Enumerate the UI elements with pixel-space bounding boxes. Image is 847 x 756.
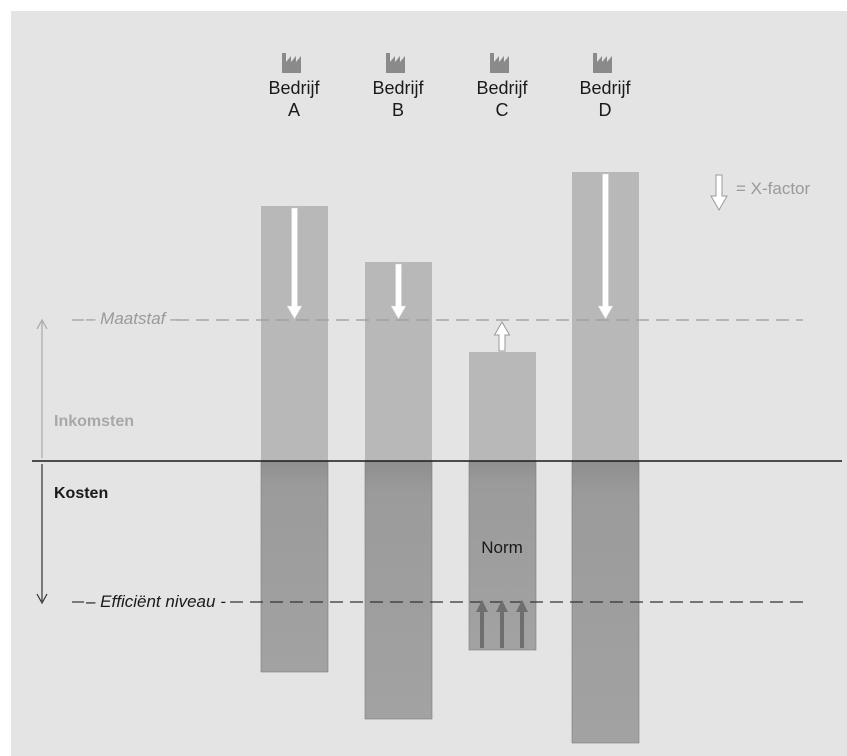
x-factor-arrow-d [597, 173, 614, 320]
maatstaf-label: – Maatstaf – [86, 309, 180, 328]
x-factor-arrow-b [390, 263, 407, 320]
factory-icon [278, 53, 301, 73]
bar-b-cost-segment [364, 460, 433, 720]
factory-icon [486, 53, 509, 73]
bar-a-cost-segment [260, 460, 329, 673]
company-label-c: Bedrijf C [476, 78, 528, 120]
company-label-a: Bedrijf A [268, 78, 320, 120]
factory-icon [382, 53, 405, 73]
bar-company-a [260, 206, 329, 673]
kosten-label: Kosten [54, 485, 109, 502]
efficient-level-label: – Efficiënt niveau - [86, 592, 226, 611]
inkomsten-axis-arrow [36, 318, 48, 458]
norm-arrows [476, 600, 528, 648]
x-factor-arrow-a [286, 207, 303, 320]
bar-c-revenue-segment [469, 352, 536, 461]
inkomsten-label: Inkomsten [54, 413, 135, 430]
bar-company-b [364, 262, 433, 720]
kosten-axis-arrow [36, 464, 48, 605]
factory-icon [589, 53, 612, 73]
company-label-b: Bedrijf B [372, 78, 424, 120]
arrow-down-icon [710, 174, 728, 212]
company-label-d: Bedrijf D [579, 78, 631, 120]
x-factor-arrow-c-up [493, 320, 511, 352]
bar-company-c [468, 352, 537, 651]
norm-label: Norm [481, 538, 523, 557]
legend-label: = X-factor [736, 179, 811, 198]
